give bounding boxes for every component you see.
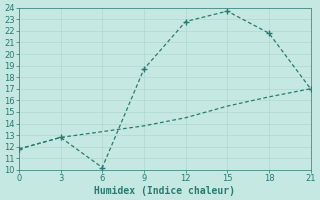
X-axis label: Humidex (Indice chaleur): Humidex (Indice chaleur): [94, 186, 235, 196]
